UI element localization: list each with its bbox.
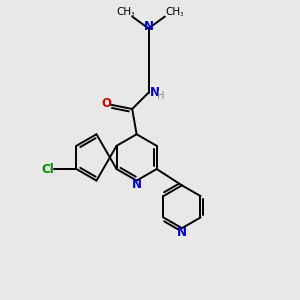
- Text: N: N: [149, 85, 160, 98]
- Text: $_3$: $_3$: [130, 10, 135, 19]
- Text: $_3$: $_3$: [179, 10, 184, 19]
- Text: Cl: Cl: [42, 163, 55, 176]
- Text: CH: CH: [166, 7, 181, 17]
- Text: N: N: [144, 20, 154, 33]
- Text: N: N: [177, 226, 187, 239]
- Text: N: N: [132, 178, 142, 191]
- Text: H: H: [157, 91, 165, 101]
- Text: CH: CH: [116, 7, 131, 17]
- Text: O: O: [101, 98, 111, 110]
